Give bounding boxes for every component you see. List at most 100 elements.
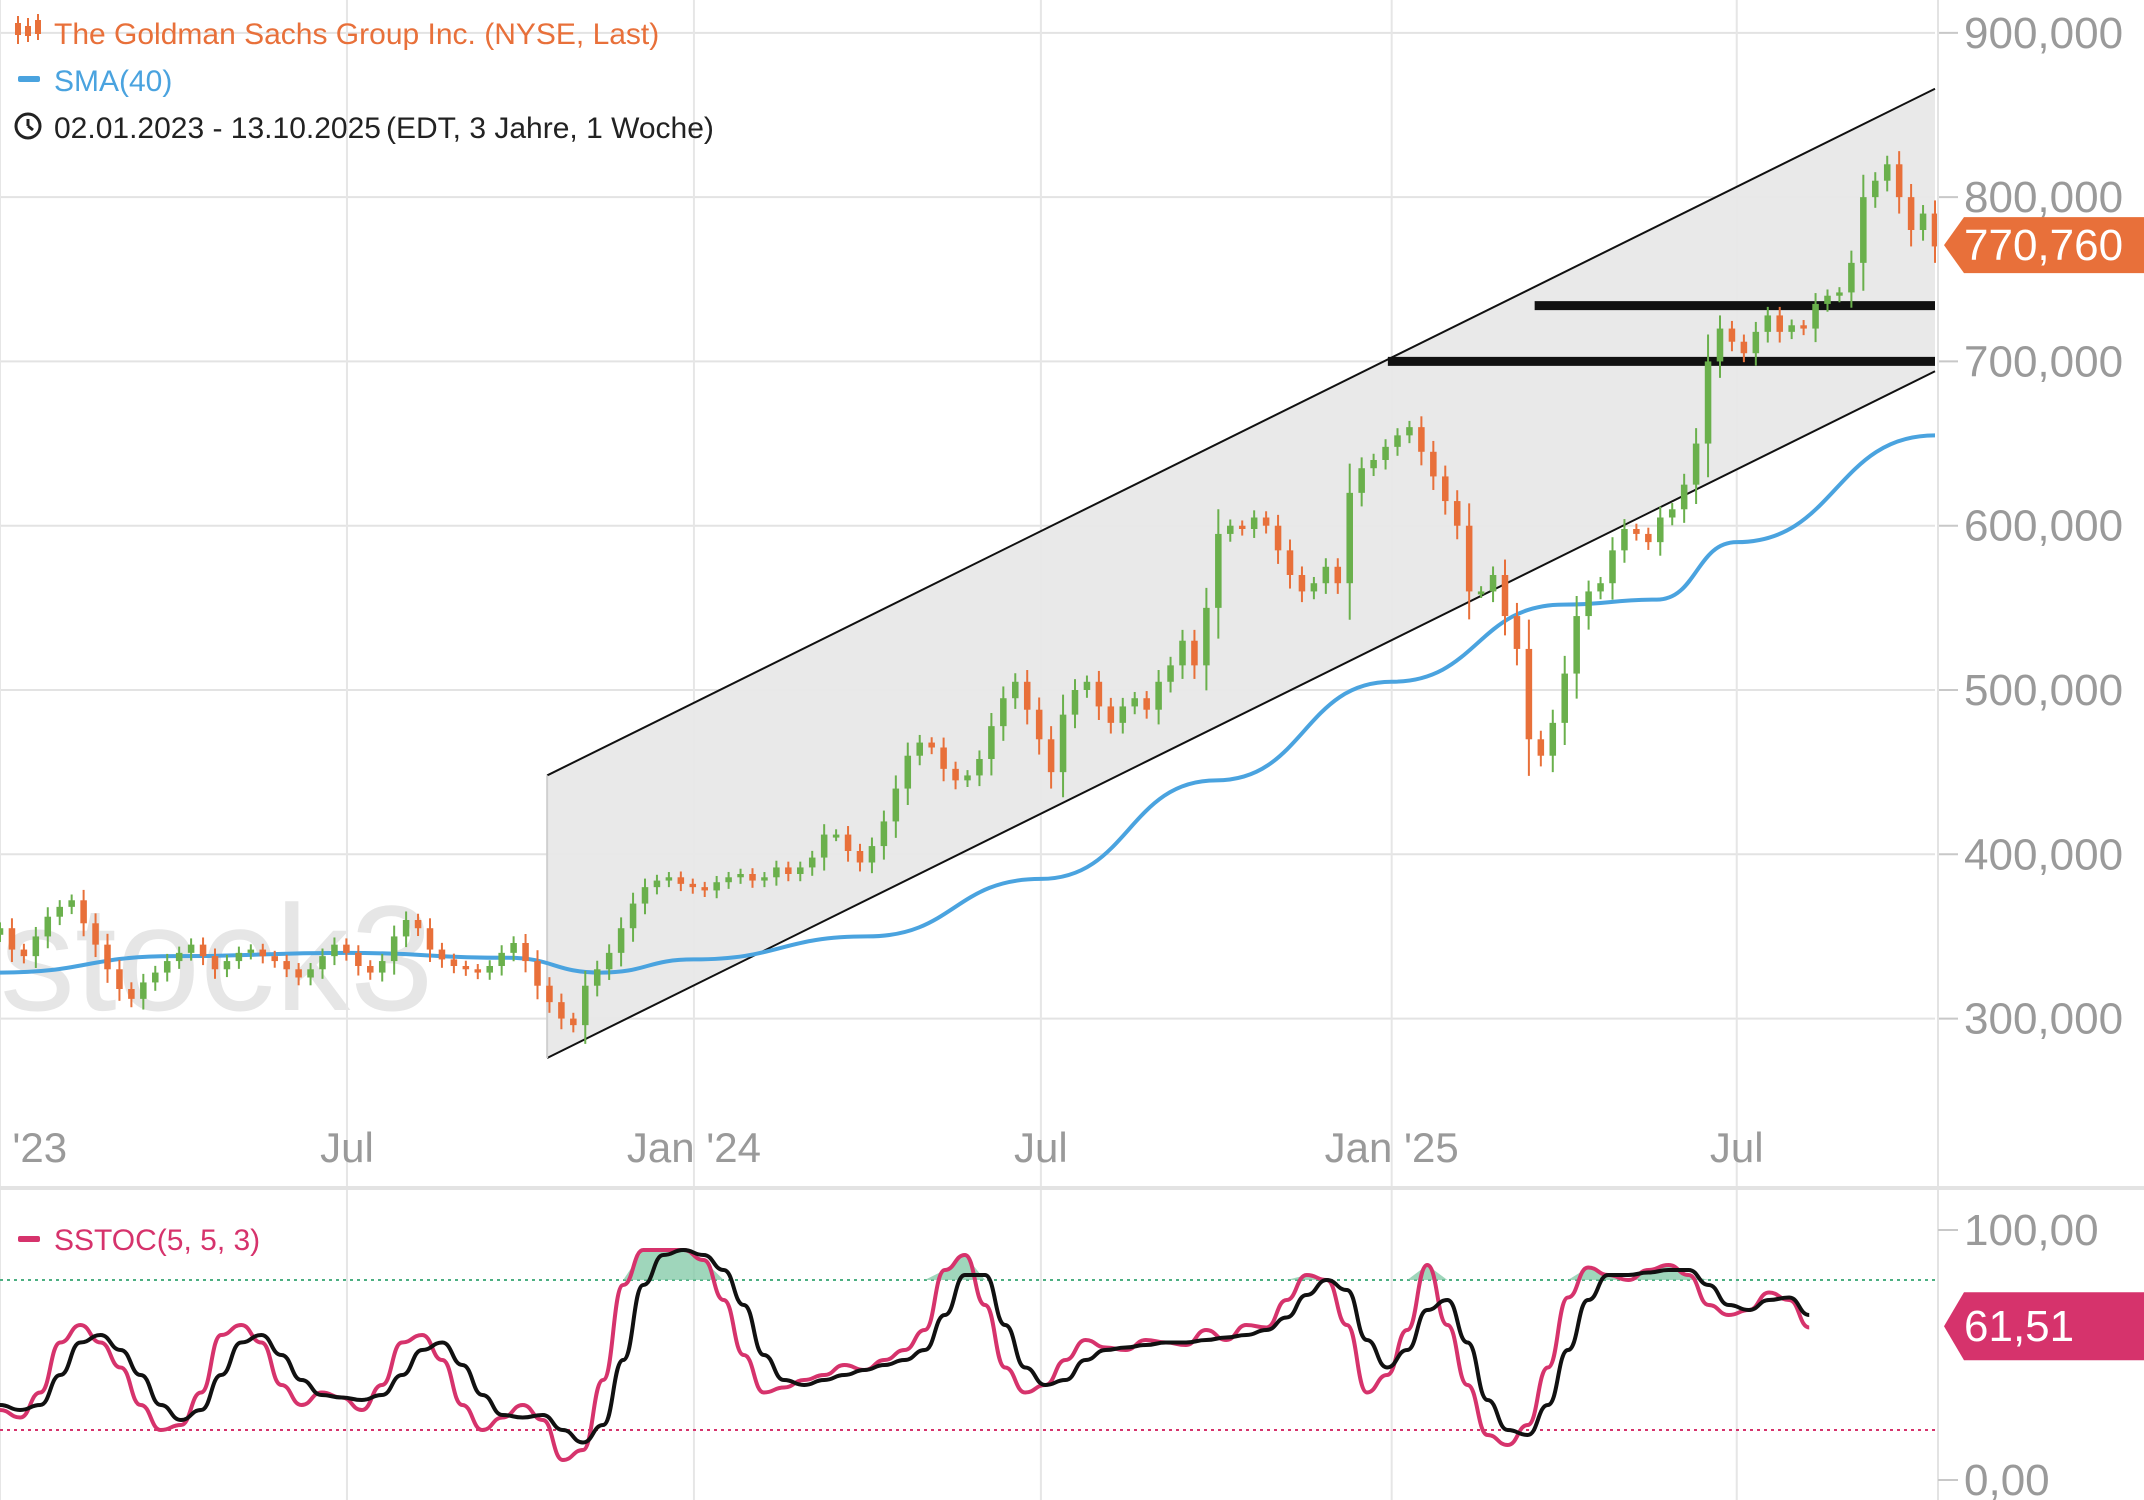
candle-body xyxy=(56,906,63,917)
candle-body xyxy=(199,944,207,957)
candle-body xyxy=(1119,706,1127,723)
candle-body xyxy=(988,726,995,759)
candle-body xyxy=(582,985,589,1026)
y-tick-label: 100,00 xyxy=(1964,1206,2099,1255)
candle-body xyxy=(462,966,470,970)
candle-body xyxy=(223,961,231,970)
candle-body xyxy=(307,969,314,978)
candle-body xyxy=(1645,533,1652,543)
candle-body xyxy=(163,961,171,973)
candle-body xyxy=(1752,331,1760,354)
candle-body xyxy=(1430,451,1437,477)
candle-body xyxy=(1633,529,1640,534)
candle-body xyxy=(1035,709,1043,740)
candle-body xyxy=(1322,566,1330,584)
candle-body xyxy=(247,949,255,953)
candle-body xyxy=(486,966,493,973)
candle-body xyxy=(677,877,685,884)
candle-body xyxy=(617,928,625,953)
candle-body xyxy=(832,834,840,838)
candle-body xyxy=(211,956,219,970)
candle-body xyxy=(80,900,87,924)
candle-body xyxy=(1465,525,1473,592)
candle-body xyxy=(1023,681,1031,710)
candle-body xyxy=(641,887,649,904)
last-oscillator-badge: 61,51 xyxy=(1944,1292,2144,1361)
candle-body xyxy=(235,952,243,962)
candle-body xyxy=(414,920,422,929)
candle-body xyxy=(44,916,52,937)
channel-upper-line xyxy=(546,87,1936,777)
candle-body xyxy=(570,1018,577,1026)
candle-body xyxy=(1167,665,1174,682)
candle-body xyxy=(1071,690,1079,715)
overbought-fill xyxy=(623,1250,1709,1280)
candle-body xyxy=(68,900,75,907)
candle-body xyxy=(1585,591,1592,617)
panel-divider xyxy=(0,1186,2144,1190)
candle-body xyxy=(1776,315,1783,332)
candle-body xyxy=(1406,427,1413,436)
candle-body xyxy=(1919,213,1927,230)
price-channel xyxy=(546,87,1936,1059)
clock-icon xyxy=(14,112,42,140)
candle-body xyxy=(820,834,828,858)
candle-body xyxy=(940,747,947,769)
channel-fill xyxy=(547,88,1935,1058)
candle-body xyxy=(1155,681,1162,710)
candle-body xyxy=(1692,443,1700,485)
sstoc-k-line xyxy=(0,1248,1810,1463)
candle-body xyxy=(1848,262,1855,293)
candle-body xyxy=(1382,446,1389,460)
horizontal-lines xyxy=(1387,301,1935,366)
sma-series xyxy=(0,433,1936,975)
price-x-axis: Jan '23 Jul Jan '24 Jul Jan '25 Jul xyxy=(0,1124,1764,1171)
candle-body xyxy=(1191,640,1198,666)
candle-body xyxy=(737,874,744,878)
candle-body xyxy=(498,952,505,966)
candle-body xyxy=(1012,681,1019,699)
candle-body xyxy=(295,969,302,978)
candle-body xyxy=(689,883,697,888)
candle-body xyxy=(593,969,601,986)
candle-body xyxy=(1824,295,1831,304)
candle-body xyxy=(916,742,923,756)
oscillator-y-axis: 0,00 100,00 xyxy=(1937,1190,2099,1500)
candle-body xyxy=(1860,197,1867,263)
candle-body xyxy=(187,944,195,953)
candle-body xyxy=(880,821,888,847)
candle-body xyxy=(1513,616,1521,649)
candle-body xyxy=(1262,517,1270,526)
candle-body xyxy=(904,755,912,789)
candle-body xyxy=(128,989,135,999)
candle-body xyxy=(1800,325,1807,329)
y-tick-label: 700,000 xyxy=(1964,337,2123,386)
sstoc-d-line xyxy=(0,1247,1810,1445)
candle-body xyxy=(1179,640,1186,666)
oscillator-grid xyxy=(0,1190,1935,1500)
candle-body xyxy=(1609,550,1616,584)
oscillator-legend: SSTOC(5, 5, 3) xyxy=(18,1224,260,1257)
candle-body xyxy=(1872,180,1879,198)
candle-body xyxy=(331,944,338,957)
range-details-label: (EDT, 3 Jahre, 1 Woche) xyxy=(386,112,714,145)
candle-body xyxy=(152,972,159,983)
candle-body xyxy=(1728,328,1736,342)
candlestick-icon xyxy=(15,14,41,44)
candle-body xyxy=(271,956,278,962)
candle-body xyxy=(629,903,637,929)
y-tick-label: 600,000 xyxy=(1964,502,2123,551)
candle-body xyxy=(844,834,852,851)
y-tick-label: 0,00 xyxy=(1964,1456,2050,1500)
candle-body xyxy=(1346,492,1353,584)
candle-body xyxy=(1047,739,1055,773)
sstoc-d-series xyxy=(0,1247,1810,1445)
last-price-label: 770,760 xyxy=(1964,221,2123,270)
candle-body xyxy=(1215,533,1222,608)
candle-body xyxy=(8,928,16,950)
candle-body xyxy=(116,969,123,989)
candle-body xyxy=(1597,583,1604,592)
candle-body xyxy=(1394,435,1401,447)
candle-body xyxy=(510,943,517,953)
